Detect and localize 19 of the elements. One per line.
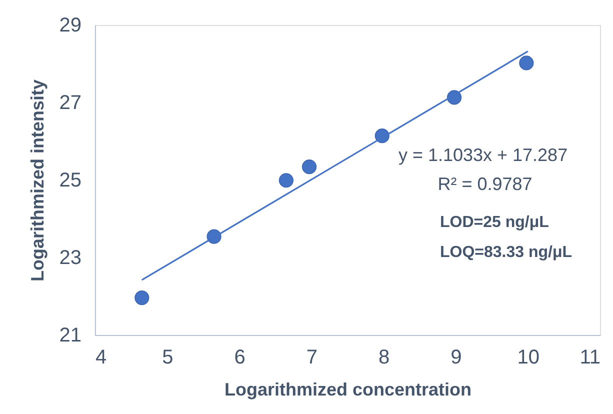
x-tick-label: 11 [580,346,600,368]
y-axis-title: Logarithmized intensity [27,79,48,282]
y-tick-label: 29 [59,14,82,36]
x-tick-label: 8 [378,346,390,368]
y-tick-label: 27 [59,92,82,114]
x-tick-label: 4 [96,346,107,368]
x-tick-label: 6 [234,346,246,368]
y-tick-label: 21 [59,324,82,346]
y-tick-label: 25 [59,170,82,192]
x-tick-label: 5 [162,346,174,368]
annotation: y = 1.1033x + 17.287 [398,145,568,165]
x-tick-label: 9 [450,346,462,368]
y-tick-label: 23 [59,247,82,269]
x-tick-label: 10 [517,346,540,368]
annotation: R² = 0.9787 [438,174,532,194]
annotation: LOD=25 ng/μL [440,214,550,231]
x-tick-label: 7 [306,346,318,368]
x-axis-title: Logarithmized concentration [224,380,472,400]
annotation: LOQ=83.33 ng/μL [440,244,572,261]
